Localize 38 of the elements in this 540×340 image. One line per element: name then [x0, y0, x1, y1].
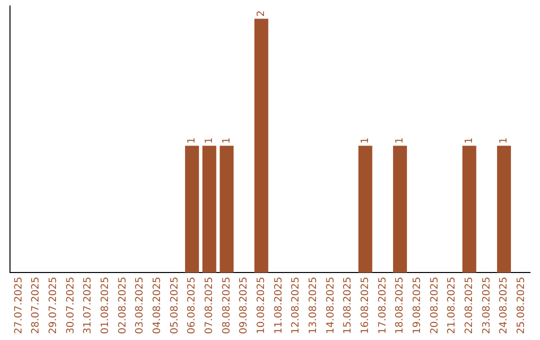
data-label: 2 — [256, 10, 267, 17]
x-tick-label: 30.07.2025 — [65, 276, 76, 334]
x-tick-label: 28.07.2025 — [30, 276, 42, 334]
x-tick-label: 05.08.2025 — [169, 276, 180, 334]
x-tick-label: 13.08.2025 — [308, 276, 319, 334]
x-tick-label: 02.08.2025 — [117, 276, 128, 334]
data-label: 1 — [221, 137, 232, 144]
x-tick-label: 20.08.2025 — [429, 276, 440, 334]
x-tick-label: 12.08.2025 — [290, 276, 302, 334]
x-tick-label: 18.08.2025 — [394, 276, 406, 334]
data-label: 1 — [186, 137, 198, 144]
data-label: 1 — [394, 137, 406, 144]
x-tick-label: 21.08.2025 — [446, 276, 458, 334]
x-tick-label: 19.08.2025 — [412, 276, 423, 334]
x-tick-label: 29.07.2025 — [48, 276, 59, 334]
data-label: 1 — [360, 137, 371, 144]
x-tick-label: 04.08.2025 — [152, 276, 163, 334]
x-tick-label: 15.08.2025 — [342, 276, 354, 334]
x-tick-label: 27.07.2025 — [13, 276, 24, 334]
data-label: 1 — [498, 137, 510, 144]
x-tick-label: 10.08.2025 — [256, 276, 267, 334]
x-tick-label: 08.08.2025 — [221, 276, 232, 334]
x-tick-label: 07.08.2025 — [204, 276, 215, 334]
x-tick-label: 22.08.2025 — [464, 276, 475, 334]
x-tick-label: 11.08.2025 — [273, 276, 284, 334]
x-tick-label: 25.08.2025 — [516, 276, 527, 334]
x-tick-label: 06.08.2025 — [186, 276, 198, 334]
x-tick-label: 03.08.2025 — [134, 276, 146, 334]
data-label: 1 — [204, 137, 215, 144]
x-tick-label: 01.08.2025 — [100, 276, 111, 334]
x-tick-label: 14.08.2025 — [325, 276, 336, 334]
x-tick-label: 16.08.2025 — [360, 276, 371, 334]
x-tick-label: 09.08.2025 — [238, 276, 250, 334]
x-tick-label: 17.08.2025 — [377, 276, 388, 334]
x-tick-label: 24.08.2025 — [498, 276, 510, 334]
data-label: 1 — [464, 137, 475, 144]
x-tick-label: 31.07.2025 — [82, 276, 94, 334]
x-tick-label: 23.08.2025 — [481, 276, 492, 334]
